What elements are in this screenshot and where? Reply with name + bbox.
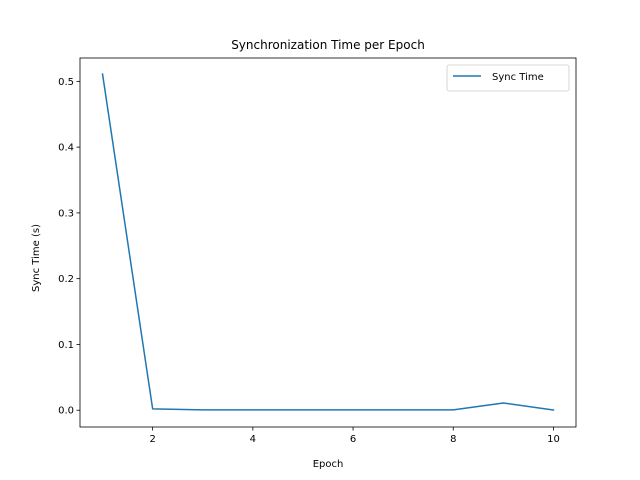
y-tick-label: 0.5 <box>58 77 74 88</box>
series-layer <box>101 73 555 411</box>
x-axis-label: Epoch <box>313 459 344 470</box>
series-line-sync-time <box>101 73 555 411</box>
x-tick-label: 8 <box>450 434 456 445</box>
y-tick-label: 0.0 <box>58 406 74 417</box>
x-tick-label: 4 <box>250 434 256 445</box>
x-tick-label: 10 <box>547 434 560 445</box>
x-tick-label: 2 <box>149 434 155 445</box>
chart-title: Synchronization Time per Epoch <box>231 38 425 52</box>
x-tick-label: 6 <box>350 434 356 445</box>
y-tick-label: 0.4 <box>58 143 74 154</box>
legend-label: Sync Time <box>492 72 544 83</box>
ticks-layer: 2 4 6 8 10 0.0 0.1 0.2 0.3 0.4 0.5 <box>58 77 560 445</box>
y-tick-label: 0.1 <box>58 340 74 351</box>
y-axis-label: Sync Time (s) <box>31 224 42 292</box>
y-tick-label: 0.2 <box>58 274 74 285</box>
y-tick-label: 0.3 <box>58 208 74 219</box>
plot-frame <box>79 57 577 428</box>
legend-box <box>446 64 570 92</box>
legend: Sync Time <box>446 64 570 92</box>
